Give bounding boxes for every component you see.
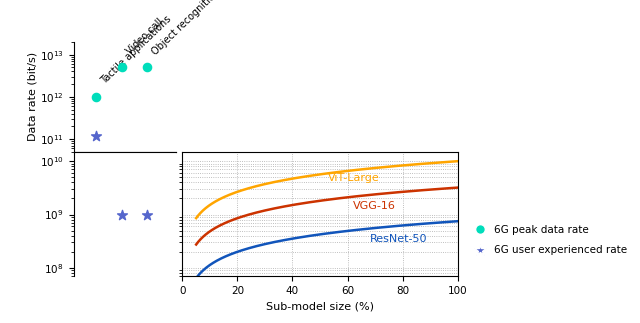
Text: Tactile applications: Tactile applications xyxy=(99,14,173,86)
Point xyxy=(116,212,127,217)
Point xyxy=(142,65,152,70)
Text: VGG-16: VGG-16 xyxy=(353,201,396,211)
Point xyxy=(116,65,127,70)
Point xyxy=(91,94,101,99)
Text: Video call: Video call xyxy=(125,17,166,57)
X-axis label: Sub-model size (%): Sub-model size (%) xyxy=(266,301,374,311)
Point xyxy=(91,133,101,138)
Legend: 6G peak data rate, 6G user experienced rate: 6G peak data rate, 6G user experienced r… xyxy=(465,221,632,260)
Text: ResNet-50: ResNet-50 xyxy=(369,234,427,244)
Point xyxy=(142,212,152,217)
Y-axis label: Data rate (bit/s): Data rate (bit/s) xyxy=(27,52,37,141)
Text: ViT-Large: ViT-Large xyxy=(328,173,380,183)
Text: Object recognition: Object recognition xyxy=(150,0,222,57)
